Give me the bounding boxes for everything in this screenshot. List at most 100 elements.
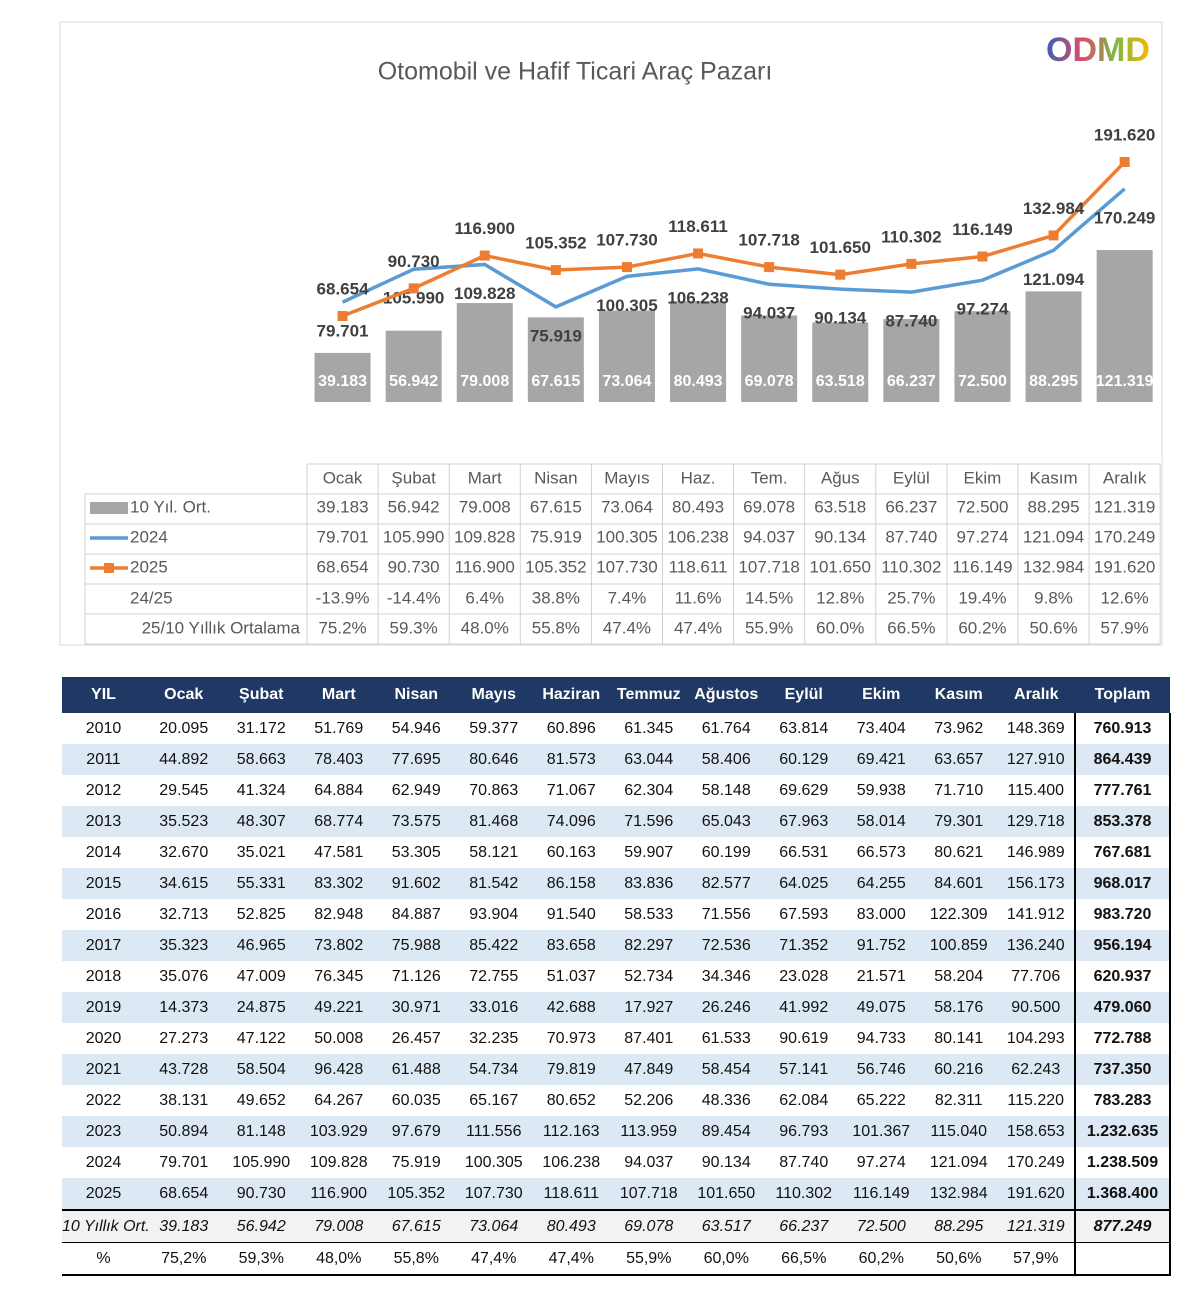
table-cell: 82.948	[314, 905, 364, 923]
table-cell: 87.740	[779, 1153, 829, 1171]
table-row: 2023 50.894 81.148 103.929 97.679 111.556 112.…	[62, 1116, 1171, 1147]
table-cell: 89.454	[687, 1116, 765, 1147]
table-cell: 58.204	[934, 967, 984, 985]
bar	[456, 303, 513, 402]
table-row: 10 Yıllık Ort. 39.183 56.942 79.008 67.615 73…	[62, 1209, 1171, 1243]
table-cell: 64.884	[314, 781, 364, 799]
line-label: 110.302	[881, 227, 942, 246]
table-cell: 107.730	[596, 557, 657, 576]
table-cell: 760.913	[1074, 713, 1171, 744]
table-cell: 83.658	[532, 930, 610, 961]
table-cell: 110.302	[765, 1178, 843, 1210]
table-cell: 2018	[85, 967, 122, 985]
table-cell: 63.517	[687, 1209, 765, 1243]
table-cell: 25.7%	[887, 588, 935, 607]
table-row: 2013 35.523 48.307 68.774 73.575 81.468 74.096…	[62, 806, 1171, 837]
table-cell: 54.734	[455, 1054, 533, 1085]
table-cell: 90.730	[388, 557, 440, 576]
table-cell: 86.158	[532, 868, 610, 899]
line-label: 107.718	[738, 231, 799, 250]
table-cell: 81.468	[455, 806, 533, 837]
table-cell: 56.942	[222, 1209, 300, 1243]
line-marker	[1119, 157, 1130, 167]
line-marker	[479, 250, 490, 261]
table-cell: 2022	[85, 1091, 122, 1109]
table-row: 2016 32.713 52.825 82.948 84.887 93.904 91.540…	[62, 899, 1171, 930]
table-cell: 88.295	[1028, 497, 1080, 516]
table-cell: 100.859	[920, 930, 998, 961]
table-cell: 82.311	[934, 1091, 983, 1109]
table-cell: 60.896	[546, 719, 596, 737]
table-cell: 121.094	[1023, 527, 1084, 546]
table-cell: 2025	[62, 1178, 145, 1210]
line-marker	[764, 262, 775, 273]
table-cell: 47,4%	[455, 1242, 533, 1276]
chart: Otomobil ve Hafif Ticari Araç Pazarı ODM…	[59, 21, 1163, 646]
table-cell: 32.713	[159, 905, 209, 923]
table-cell: 29.545	[159, 781, 209, 799]
header-cell: Ocak	[145, 677, 223, 713]
line-label: 191.620	[1094, 125, 1155, 144]
table-cell: 71.596	[610, 806, 688, 837]
table-cell: 55,9%	[610, 1242, 688, 1276]
table-cell: 39.183	[145, 1209, 223, 1243]
table-cell: 107.730	[455, 1178, 533, 1210]
x-tick-label: Şubat	[391, 468, 436, 487]
table-cell: 170.249	[1094, 527, 1155, 546]
table-cell: 96.428	[300, 1054, 378, 1085]
bar	[954, 311, 1011, 402]
table-cell: 97.274	[856, 1153, 906, 1171]
table-cell: 48.336	[701, 1091, 751, 1109]
table-cell: 90.730	[222, 1178, 300, 1210]
table-cell: 49.075	[842, 992, 920, 1023]
table-cell: 68.654	[317, 557, 369, 576]
table-cell: 118.611	[532, 1178, 610, 1210]
table-cell: 59.907	[624, 843, 674, 861]
table-cell: 1.232.635	[1074, 1116, 1171, 1147]
table-cell: 136.240	[997, 930, 1075, 961]
table-cell: 116.900	[300, 1178, 378, 1210]
table-cell: 80.652	[546, 1091, 596, 1109]
table-cell: 14.5%	[745, 588, 793, 607]
table-cell: 39.183	[317, 497, 369, 516]
table-row: % 75,2% 59,3% 48,0% 55,8% 47,4% 47,4% 55,9% 60,0…	[62, 1242, 1171, 1276]
table-cell: 73.064	[455, 1209, 533, 1243]
table-cell: 853.378	[1074, 806, 1171, 837]
header-cell: Mart	[300, 677, 378, 713]
table-cell: 58.663	[222, 744, 300, 775]
table-cell: 62.243	[997, 1054, 1075, 1085]
line-label: 68.654	[317, 279, 370, 298]
table-cell: 2024	[85, 1153, 122, 1171]
legend-label: 10 Yıl. Ort.	[130, 497, 211, 516]
table-cell: 94.037	[743, 527, 795, 546]
table-cell: 23.028	[779, 967, 829, 985]
table-cell: 70.973	[546, 1029, 596, 1047]
table-cell: 67.593	[779, 905, 829, 923]
table-cell: 63.518	[814, 497, 866, 516]
header-cell: Ekim	[842, 677, 920, 713]
x-tick-label: Ağus	[821, 468, 860, 487]
table-cell: 69.629	[779, 781, 829, 799]
line-label: 121.094	[1023, 270, 1085, 289]
table-cell: 35.021	[236, 843, 286, 861]
table-cell: 47,4%	[532, 1242, 610, 1276]
table-cell: 63.044	[610, 744, 688, 775]
table-cell: 129.718	[997, 806, 1075, 837]
table-cell: 767.681	[1074, 837, 1171, 868]
table-cell: 2016	[85, 905, 122, 923]
table-cell: 35.323	[145, 930, 223, 961]
table-cell: 38.131	[159, 1091, 209, 1109]
table-cell: 109.828	[454, 527, 515, 546]
line-label: 90.134	[814, 309, 867, 328]
table-cell: 83.836	[610, 868, 688, 899]
bar-label: 121.319	[1096, 373, 1154, 390]
table-cell: 85.422	[455, 930, 533, 961]
table-cell: 81.573	[532, 744, 610, 775]
table-cell: 46.965	[222, 930, 300, 961]
table-cell: 75,2%	[145, 1242, 223, 1276]
table-cell: 156.173	[997, 868, 1075, 899]
table-cell: 27.273	[159, 1029, 209, 1047]
table-cell: 14.373	[145, 992, 223, 1023]
table-cell: 864.439	[1074, 744, 1171, 775]
x-tick-label: Ekim	[964, 468, 1002, 487]
